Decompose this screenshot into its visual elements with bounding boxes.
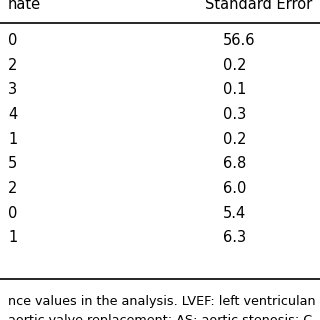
Text: aortic valve replacement; AS: aortic stenosis; C: aortic valve replacement; AS: aortic ste… (8, 314, 312, 320)
Text: 3: 3 (8, 82, 17, 97)
Text: 0.1: 0.1 (223, 82, 246, 97)
Text: nate: nate (8, 0, 41, 12)
Text: nce values in the analysis. LVEF: left ventriculan: nce values in the analysis. LVEF: left v… (8, 295, 316, 308)
Text: 6.0: 6.0 (223, 181, 246, 196)
Text: 0.3: 0.3 (223, 107, 246, 122)
Text: 4: 4 (8, 107, 17, 122)
Text: 1: 1 (8, 132, 17, 147)
Text: 0: 0 (8, 206, 17, 221)
Text: 2: 2 (8, 58, 17, 73)
Text: 1: 1 (8, 230, 17, 245)
Text: 56.6: 56.6 (223, 33, 255, 48)
Text: 6.3: 6.3 (223, 230, 246, 245)
Text: 5: 5 (8, 156, 17, 171)
Text: 2: 2 (8, 181, 17, 196)
Text: Standard Error: Standard Error (205, 0, 312, 12)
Text: 0.2: 0.2 (223, 58, 246, 73)
Text: 0.2: 0.2 (223, 132, 246, 147)
Text: 0: 0 (8, 33, 17, 48)
Text: 5.4: 5.4 (223, 206, 246, 221)
Text: 6.8: 6.8 (223, 156, 246, 171)
